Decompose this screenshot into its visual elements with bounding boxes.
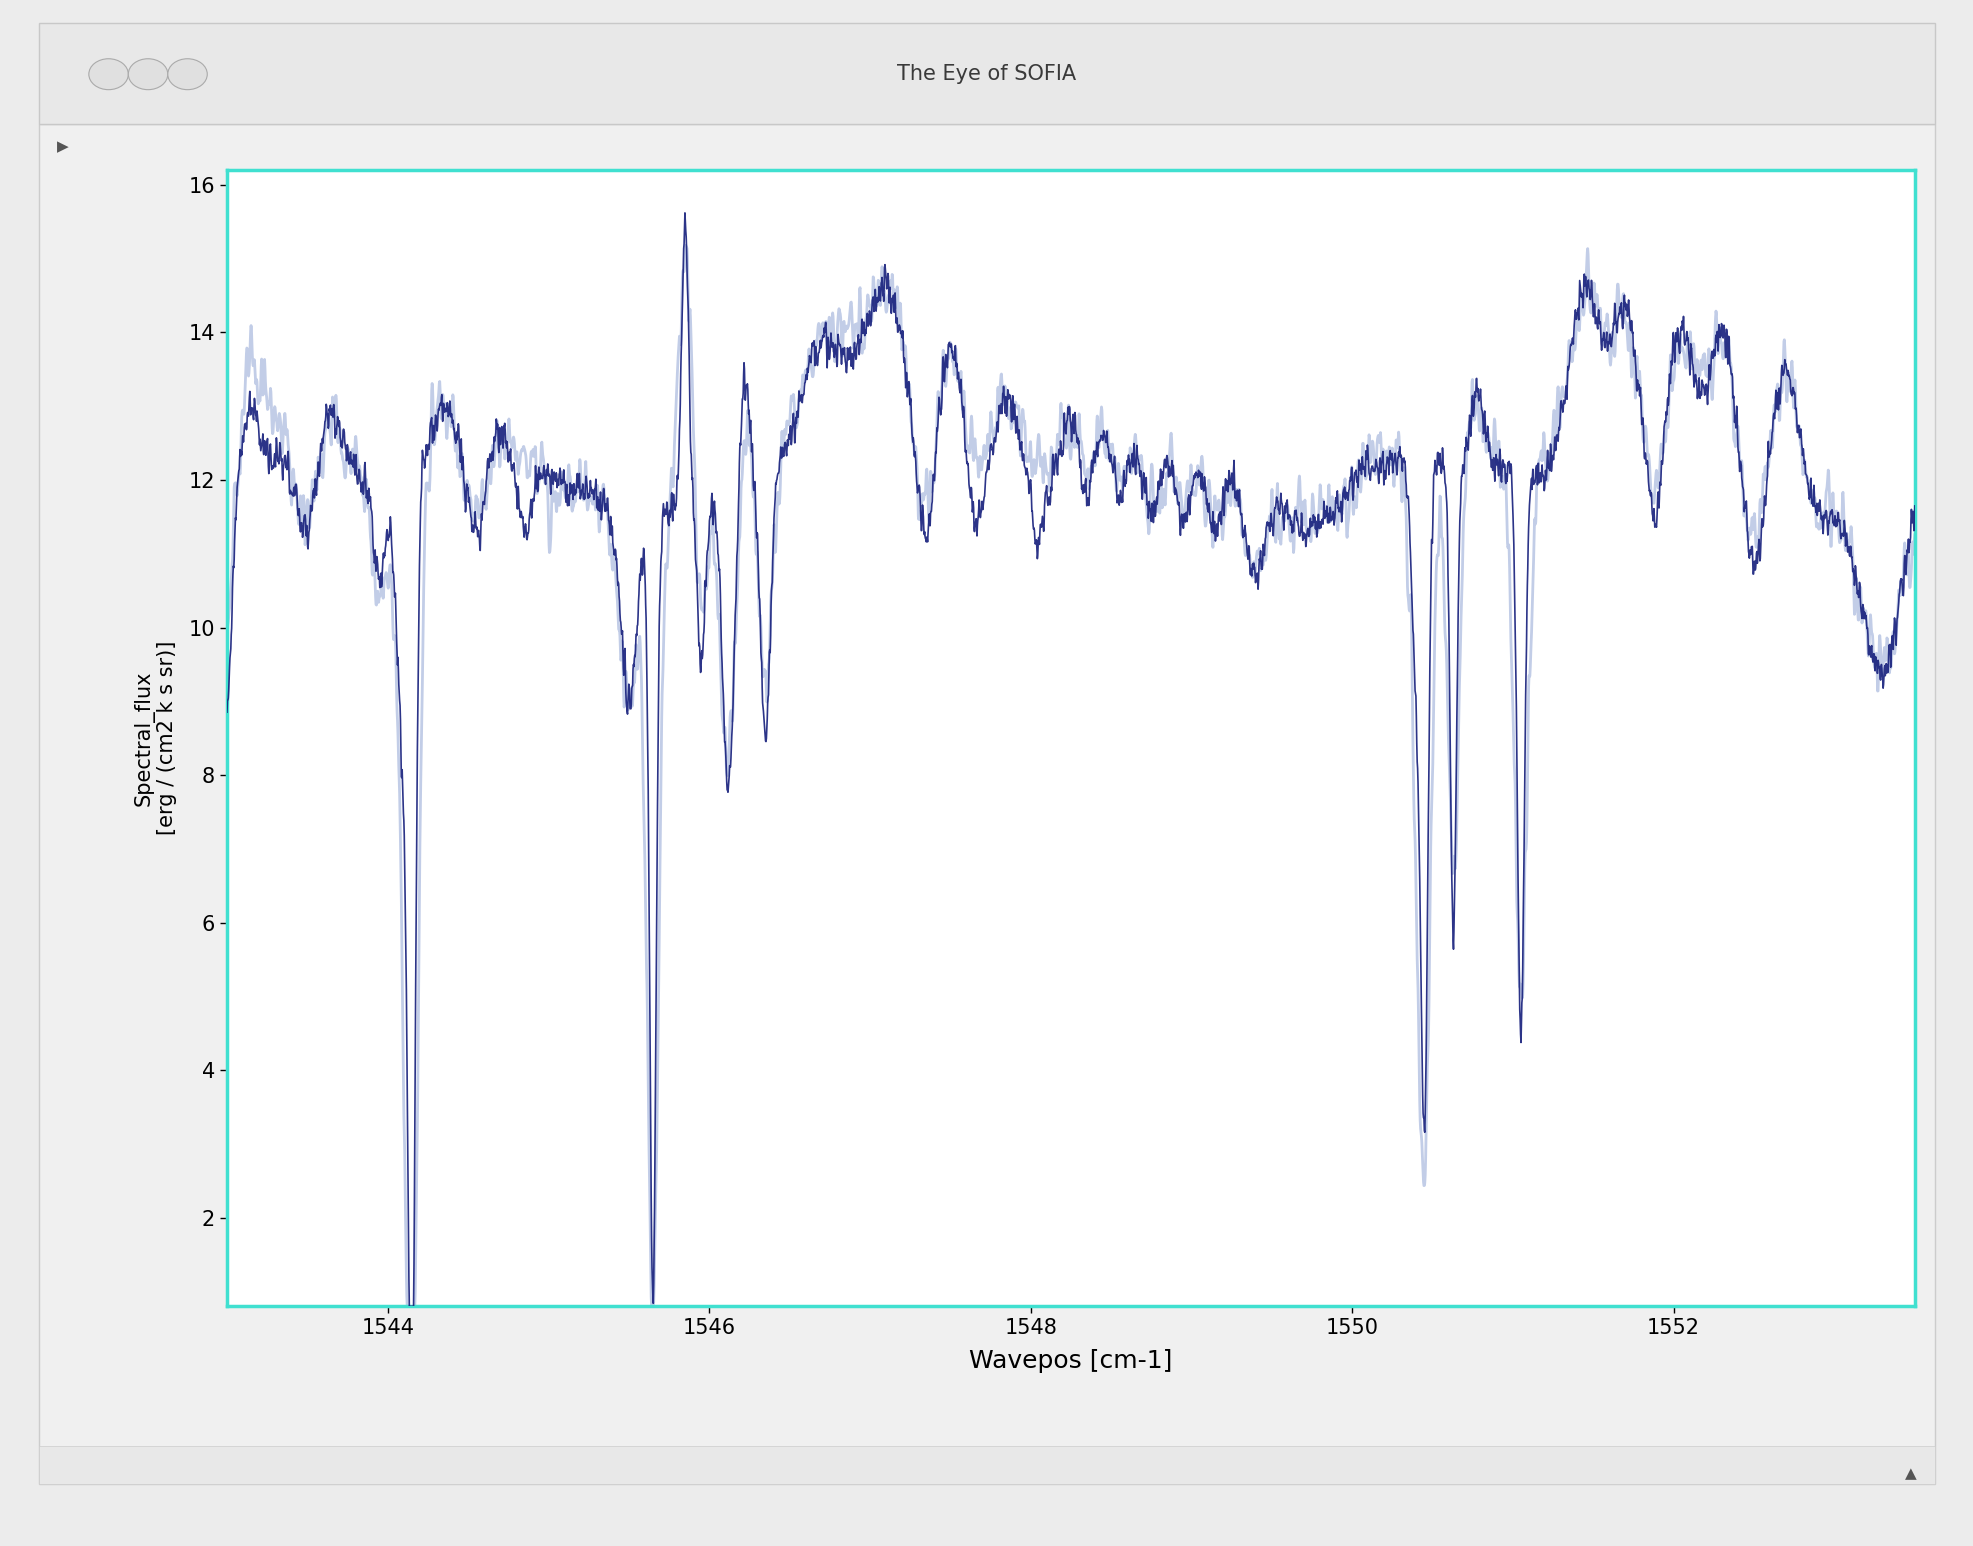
Bar bbox=[39, 23, 1934, 124]
X-axis label: Wavepos [cm-1]: Wavepos [cm-1] bbox=[969, 1350, 1172, 1373]
Circle shape bbox=[89, 59, 128, 90]
Circle shape bbox=[168, 59, 207, 90]
Text: ▲: ▲ bbox=[1904, 1466, 1916, 1481]
Bar bbox=[39, 1446, 1934, 1484]
Bar bbox=[39, 124, 1934, 1484]
Circle shape bbox=[128, 59, 168, 90]
Y-axis label: Spectral_flux
[erg / (cm2 k s sr)]: Spectral_flux [erg / (cm2 k s sr)] bbox=[134, 642, 178, 835]
Text: The Eye of SOFIA: The Eye of SOFIA bbox=[898, 65, 1075, 83]
Text: ▶: ▶ bbox=[57, 139, 69, 155]
